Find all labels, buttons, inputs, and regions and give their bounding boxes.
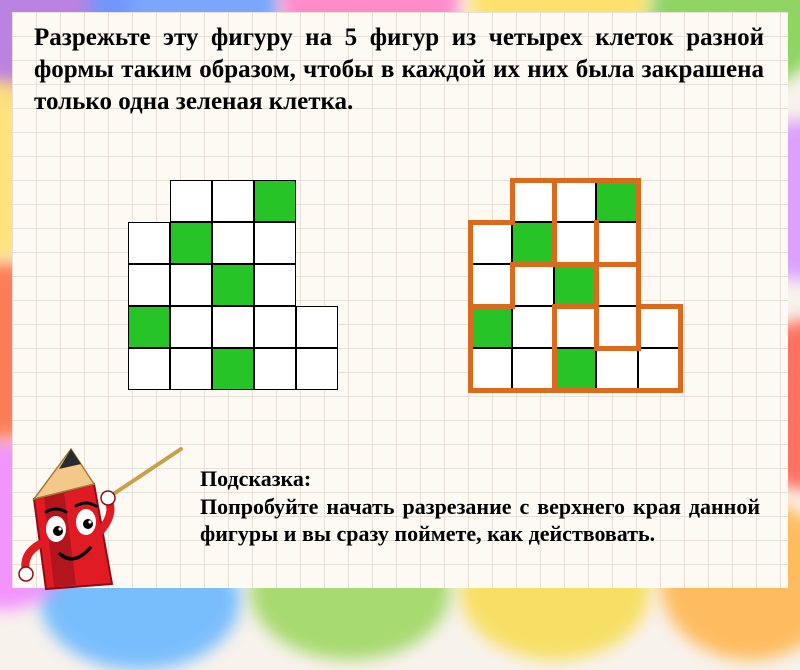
partition-seg	[468, 304, 515, 309]
grid-cell	[470, 348, 512, 390]
partition-seg	[636, 304, 683, 309]
grid-cell	[554, 180, 596, 222]
grid-cell	[554, 348, 596, 390]
partition-seg	[510, 262, 515, 309]
partition-seg	[636, 304, 641, 351]
grid-cell	[170, 264, 212, 306]
partition-seg	[636, 178, 641, 225]
grid-cell	[212, 264, 254, 306]
grid-cell	[470, 306, 512, 348]
partition-seg	[468, 388, 683, 393]
grid-cell	[296, 264, 338, 306]
grid-cell	[296, 306, 338, 348]
grid-cell	[470, 180, 512, 222]
grid-cell	[128, 222, 170, 264]
grid-cell	[296, 180, 338, 222]
task-text: Разрежьте эту фигуру на 5 фигур из четыр…	[34, 22, 764, 118]
grid-cell	[638, 306, 680, 348]
grid-cell	[512, 222, 554, 264]
grid-cell	[254, 180, 296, 222]
partition-seg	[594, 346, 641, 351]
hint-body: Попробуйте начать разрезание с верхнего …	[200, 494, 760, 547]
grid-cell	[554, 306, 596, 348]
grid-cell	[128, 348, 170, 390]
grid-cell	[596, 222, 638, 264]
grid-cell	[128, 180, 170, 222]
grid-cell	[512, 180, 554, 222]
grid-cell	[554, 222, 596, 264]
grid-cell	[470, 264, 512, 306]
grid-cell	[254, 306, 296, 348]
partition-seg	[552, 178, 557, 267]
grid-cell	[254, 348, 296, 390]
grid-cell	[128, 264, 170, 306]
grid-cell	[212, 306, 254, 348]
grid-cell	[638, 264, 680, 306]
grid-cell	[212, 222, 254, 264]
grid-cell	[596, 348, 638, 390]
grid-cell	[170, 348, 212, 390]
grid-cell	[596, 180, 638, 222]
grid-cell	[554, 264, 596, 306]
grid-cell	[212, 180, 254, 222]
partition-seg	[510, 178, 641, 183]
grid-cell	[128, 306, 170, 348]
hint-label: Подсказка:	[200, 465, 760, 493]
grid-cell	[470, 222, 512, 264]
pencil-mascot	[16, 444, 186, 594]
grid-cell	[638, 180, 680, 222]
partition-seg	[594, 304, 599, 351]
partition-seg	[678, 304, 683, 393]
partition-seg	[552, 304, 599, 309]
puzzle-grid-solution	[470, 180, 680, 390]
partition-seg	[510, 262, 641, 267]
grid-cell	[170, 180, 212, 222]
grid-cell	[170, 222, 212, 264]
partition-seg	[594, 220, 599, 267]
grid-cell	[512, 348, 554, 390]
puzzle-grid-problem	[128, 180, 338, 390]
partition-seg	[468, 220, 515, 225]
partition-seg	[594, 262, 599, 309]
grid-cell	[512, 306, 554, 348]
grid-cell	[596, 264, 638, 306]
partition-seg	[552, 304, 557, 393]
grid-cell	[596, 306, 638, 348]
grid-cell	[212, 348, 254, 390]
hint-text: Подсказка: Попробуйте начать разрезание …	[200, 465, 760, 548]
grid-cell	[296, 222, 338, 264]
grid-cell	[296, 348, 338, 390]
grid-cell	[638, 348, 680, 390]
partition-seg	[510, 178, 515, 225]
grid-cell	[254, 222, 296, 264]
grid-cell	[254, 264, 296, 306]
grid-cell	[638, 222, 680, 264]
grid-cell	[170, 306, 212, 348]
grid-cell	[512, 264, 554, 306]
